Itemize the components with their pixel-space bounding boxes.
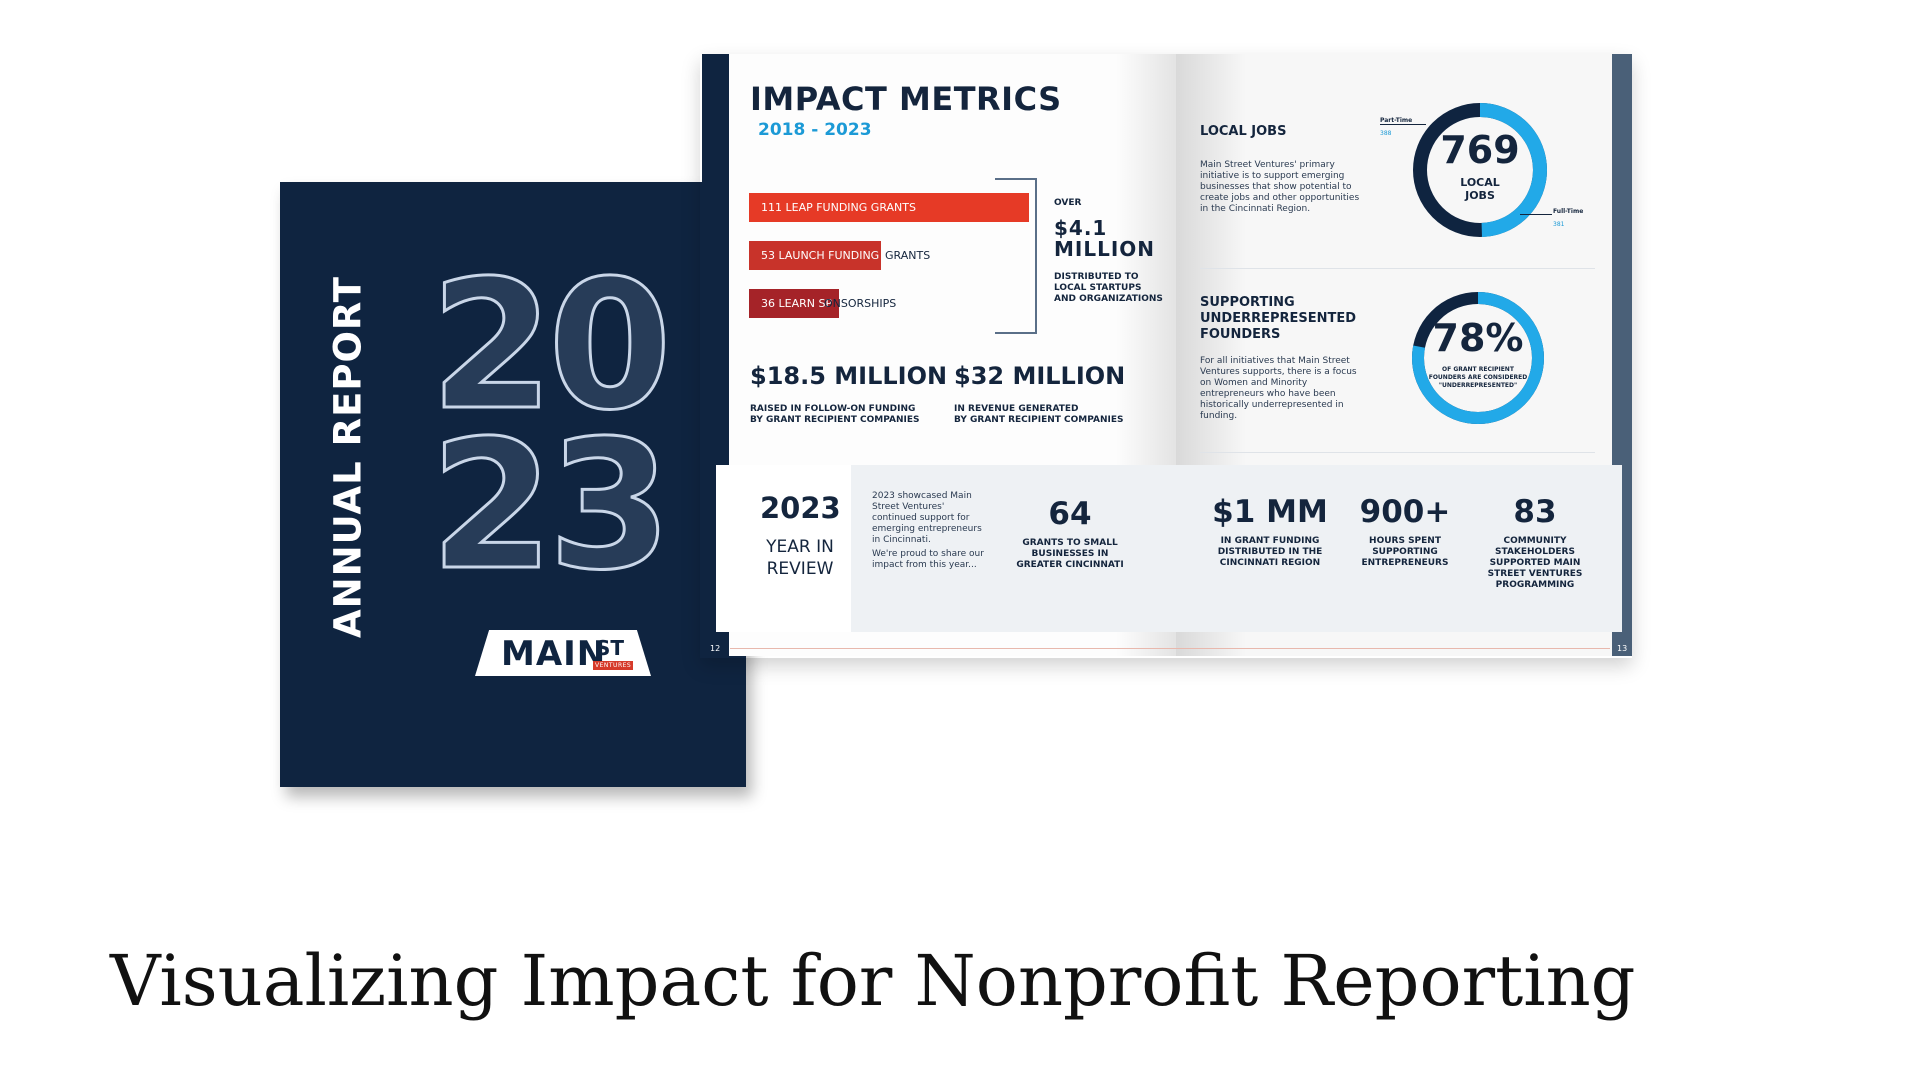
funding-bar-launch: 53 LAUNCH FUNDING	[749, 241, 881, 270]
follow-on-funding-value: $18.5 MILLION	[750, 362, 948, 390]
review-year: 2023	[760, 491, 841, 525]
review-paragraph: We're proud to share our impact from thi…	[872, 549, 984, 570]
cover-year-digit: 2	[429, 402, 556, 609]
main-st-logo: MAIN ST VENTURES	[475, 630, 651, 676]
underrepresented-body: For all initiatives that Main Street Ven…	[1200, 356, 1357, 421]
total-over-label: OVER	[1054, 198, 1082, 208]
part-time-leader-line	[1380, 124, 1426, 125]
year-in-review-band	[716, 465, 1622, 632]
funding-total-bracket	[995, 178, 1037, 334]
local-jobs-donut	[1413, 103, 1547, 237]
underrepresented-label: OF GRANT RECIPIENT FOUNDERS ARE CONSIDER…	[1428, 366, 1528, 389]
year-in-review-ribbon	[716, 465, 851, 632]
funding-bar-learn-trail: ONSORSHIPS	[824, 297, 897, 310]
cover-year-digit: 3	[547, 402, 674, 609]
stat-hours: 900+ HOURS SPENT SUPPORTING ENTREPRENEURS	[1359, 494, 1451, 568]
underrepresented-donut	[1412, 292, 1544, 424]
section-divider	[1200, 268, 1595, 269]
annual-report-cover: ANNUAL REPORT 2 0 2 3 MAIN ST VENTURES	[280, 182, 746, 787]
cover-year-digit: 0	[547, 242, 674, 449]
review-paragraph: 2023 showcased Main Street Ventures' con…	[872, 491, 982, 545]
full-time-leader-line	[1520, 214, 1552, 215]
total-amount: $4.1 MILLION	[1054, 216, 1156, 261]
local-jobs-value: 769	[1440, 128, 1520, 172]
follow-on-funding-desc: RAISED IN FOLLOW-ON FUNDING BY GRANT REC…	[750, 404, 920, 425]
revenue-desc: IN REVENUE GENERATED BY GRANT RECIPIENT …	[954, 404, 1124, 425]
stat-grants: 64 GRANTS TO SMALL BUSINESSES IN GREATER C…	[1016, 496, 1124, 570]
section-divider	[1200, 452, 1595, 453]
founders-donut-arc	[1412, 292, 1544, 424]
page-number-right: 13	[1617, 644, 1628, 653]
impact-metrics-years: 2018 - 2023	[758, 120, 872, 140]
impact-metrics-title: IMPACT METRICS	[750, 80, 1062, 118]
revenue-value: $32 MILLION	[954, 362, 1126, 390]
funding-bar-leap: 111 LEAP FUNDING GRANTS	[749, 193, 1029, 222]
page-number-left: 12	[710, 644, 721, 653]
part-time-annotation: Part-Time 388	[1380, 117, 1413, 137]
local-jobs-label: LOCAL JOBS	[1460, 176, 1500, 202]
underrepresented-value: 78%	[1432, 316, 1524, 360]
full-time-annotation: Full-Time 381	[1553, 208, 1584, 228]
jobs-donut-arc	[1413, 103, 1547, 237]
total-description: DISTRIBUTED TO LOCAL STARTUPS AND ORGANI…	[1054, 272, 1163, 304]
underrepresented-title: SUPPORTING UNDERREPRESENTED FOUNDERS	[1200, 295, 1357, 342]
page-headline: Visualizing Impact for Nonprofit Reporti…	[110, 940, 1636, 1022]
local-jobs-title: LOCAL JOBS	[1200, 124, 1287, 139]
stat-stakeholders: 83 COMMUNITY STAKEHOLDERS SUPPORTED MAIN ST…	[1487, 494, 1583, 590]
footer-rule	[730, 648, 1610, 649]
cover-year-graphic: 2 0 2 3	[429, 242, 690, 596]
cover-vertical-title: ANNUAL REPORT	[326, 276, 370, 638]
review-label: YEAR IN REVIEW	[766, 537, 834, 579]
stat-grant-funding: $1 MM IN GRANT FUNDING DISTRIBUTED IN THE…	[1212, 494, 1328, 568]
funding-bar-launch-trail: GRANTS	[885, 249, 931, 262]
local-jobs-body: Main Street Ventures' primary initiative…	[1200, 160, 1360, 214]
funding-bar-learn: 36 LEARN SP	[749, 289, 839, 318]
cover-year-digit: 2	[429, 242, 556, 449]
